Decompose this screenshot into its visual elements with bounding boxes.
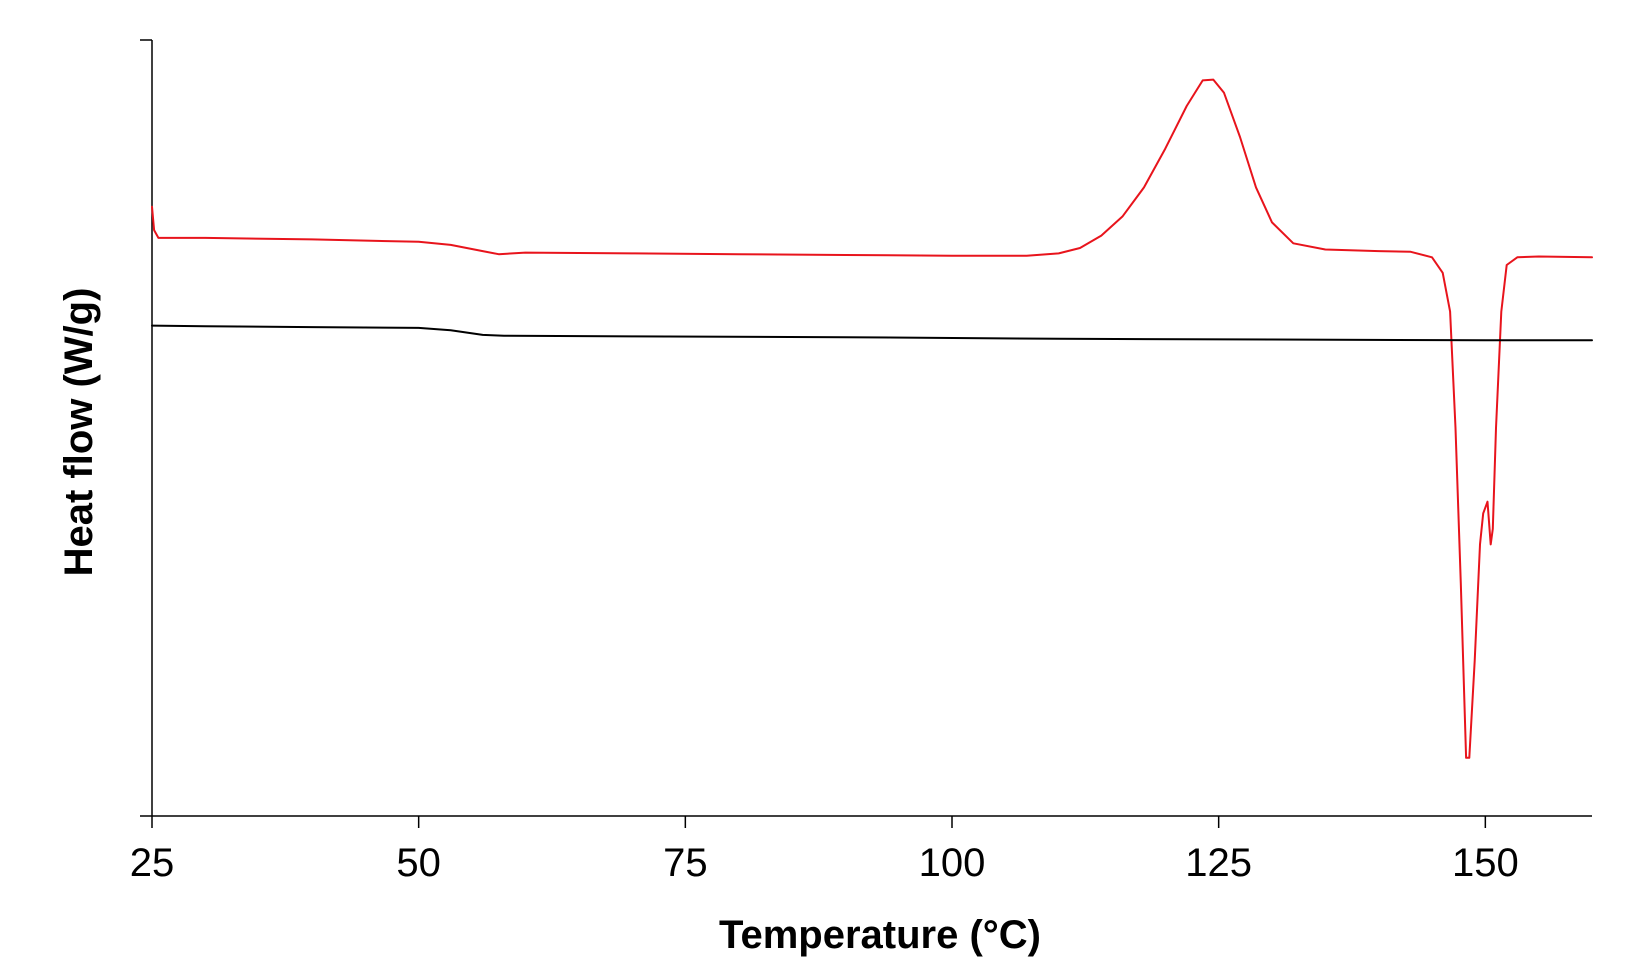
x-tick-label: 125 <box>1185 841 1252 885</box>
x-tick-label: 50 <box>396 841 441 885</box>
x-axis-ticks: 25 50 75 100 125 150 <box>130 816 1519 885</box>
x-tick-label: 25 <box>130 841 175 885</box>
x-tick-label: 75 <box>663 841 708 885</box>
black-heat-flow-curve <box>151 324 1593 342</box>
x-axis-title: Temperature (°C) <box>719 913 1041 957</box>
x-tick-label: 100 <box>919 841 986 885</box>
plot-area <box>140 39 1593 817</box>
y-axis-title: Heat flow (W/g) <box>57 288 101 577</box>
x-tick-label: 150 <box>1452 841 1519 885</box>
red-heat-flow-curve <box>151 78 1593 759</box>
